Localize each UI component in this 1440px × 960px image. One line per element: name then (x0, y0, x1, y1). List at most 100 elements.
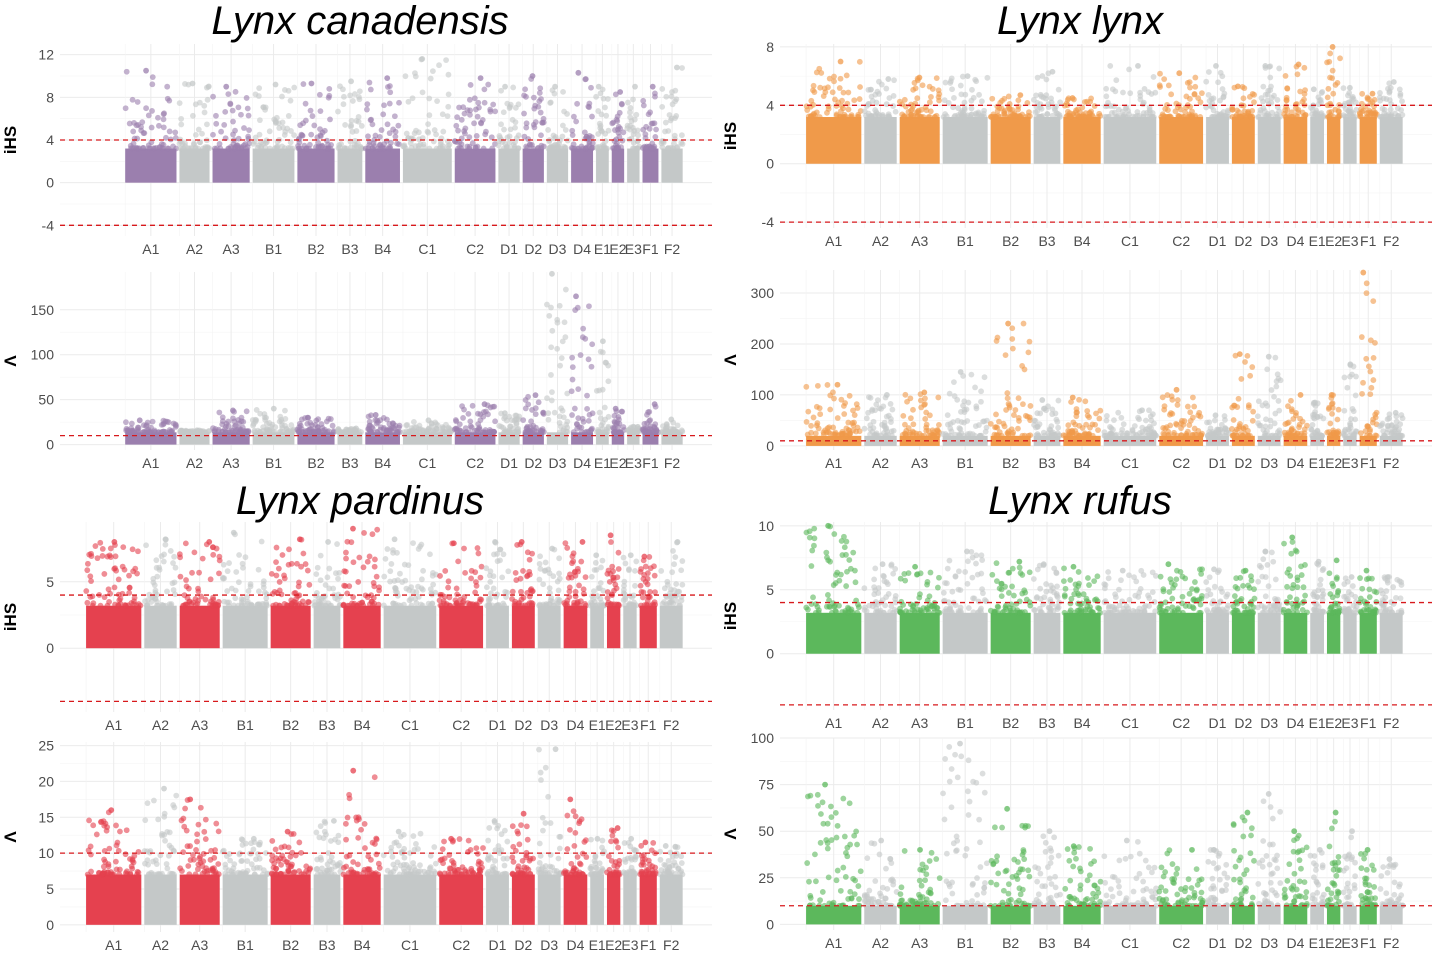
data-point (599, 386, 606, 393)
data-point (498, 87, 504, 94)
data-point (915, 109, 922, 116)
data-point (652, 133, 659, 140)
data-point (426, 425, 432, 432)
data-point (94, 555, 101, 562)
data-point (558, 145, 565, 152)
points-band (537, 605, 561, 649)
data-point-peak (270, 405, 277, 412)
chrom-D3-points (545, 83, 571, 183)
data-point (589, 425, 595, 432)
data-point (537, 553, 543, 560)
data-point (488, 134, 495, 141)
data-point (522, 405, 529, 412)
data-point (460, 104, 467, 111)
points-band (639, 605, 657, 649)
data-point (406, 587, 412, 593)
x-tick-label: D4 (1287, 233, 1305, 249)
data-point (185, 585, 192, 592)
data-point (365, 133, 371, 140)
data-point (504, 100, 511, 107)
data-point (1197, 413, 1204, 420)
x-tick-label: A1 (142, 455, 159, 471)
data-point-peak (384, 75, 391, 82)
points-band (222, 874, 268, 925)
y-tick-label: 150 (31, 302, 55, 318)
data-point (189, 112, 196, 119)
data-point (148, 124, 155, 131)
data-point (535, 103, 542, 110)
data-point (145, 861, 152, 868)
data-point (545, 410, 552, 417)
chrom-A1-points (123, 417, 179, 445)
data-point (258, 145, 265, 152)
x-tick-label: B4 (353, 717, 370, 733)
data-point (355, 118, 362, 125)
data-point (461, 406, 467, 413)
data-point (515, 600, 522, 607)
data-point (1314, 414, 1321, 421)
data-point (469, 402, 476, 409)
data-point (850, 427, 857, 434)
data-point (304, 420, 311, 427)
data-point (1320, 415, 1327, 422)
data-point (574, 100, 581, 107)
data-point-peak (834, 381, 841, 388)
data-point (1174, 397, 1181, 403)
data-point (1204, 419, 1210, 426)
data-point (312, 422, 319, 428)
data-point (239, 560, 246, 567)
data-point (538, 132, 544, 139)
data-point (536, 98, 543, 105)
points-band (179, 605, 220, 649)
data-point (627, 109, 633, 116)
data-point (1118, 430, 1125, 436)
data-point (481, 86, 488, 93)
data-point-peak (206, 539, 213, 545)
data-point (545, 127, 551, 133)
data-point (1135, 414, 1141, 421)
data-point (515, 416, 522, 423)
data-point (936, 421, 942, 428)
data-point (976, 422, 982, 428)
data-point (980, 110, 987, 117)
data-point (306, 581, 313, 588)
data-point (624, 125, 631, 132)
points-band (511, 605, 535, 649)
data-point (582, 335, 589, 342)
data-point (540, 115, 547, 122)
data-point (1329, 410, 1335, 417)
y-tick-label: 0 (766, 156, 774, 172)
data-point (306, 141, 313, 148)
data-point (1377, 90, 1383, 96)
data-point (348, 117, 355, 124)
data-point (1016, 418, 1022, 424)
y-tick-label: 8 (46, 89, 54, 105)
data-point (133, 144, 140, 151)
data-point (347, 92, 354, 99)
data-point (1301, 64, 1308, 71)
chrom-D1-points (496, 410, 523, 445)
data-point (526, 556, 533, 563)
x-tick-label: B3 (341, 241, 358, 257)
data-point (1335, 108, 1342, 115)
data-point (522, 397, 529, 403)
data-point (431, 127, 438, 133)
data-point (202, 836, 209, 842)
data-point (977, 432, 983, 439)
data-point (1026, 338, 1033, 345)
data-point (170, 143, 176, 150)
data-point (366, 553, 373, 560)
data-point (820, 93, 827, 100)
data-point (271, 429, 278, 436)
data-point (1034, 74, 1041, 81)
data-point (1353, 99, 1359, 106)
data-point (679, 558, 686, 564)
data-point (426, 112, 433, 119)
data-point (562, 286, 569, 293)
data-point (1067, 113, 1074, 120)
points-band (990, 117, 1031, 164)
data-point (195, 821, 202, 828)
data-point (1273, 383, 1280, 390)
data-point (148, 871, 155, 878)
data-point (390, 549, 396, 556)
